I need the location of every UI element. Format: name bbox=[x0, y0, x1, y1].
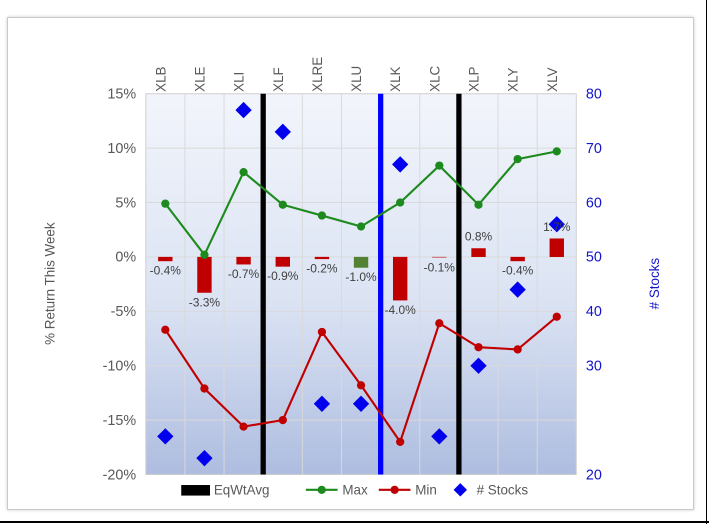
svg-text:10%: 10% bbox=[107, 141, 136, 157]
svg-text:-4.0%: -4.0% bbox=[385, 303, 417, 317]
svg-text:Min: Min bbox=[415, 483, 437, 498]
svg-text:XLE: XLE bbox=[192, 66, 207, 91]
svg-text:XLF: XLF bbox=[271, 67, 286, 92]
svg-text:XLRE: XLRE bbox=[310, 57, 325, 92]
svg-text:XLY: XLY bbox=[506, 67, 521, 91]
svg-text:15%: 15% bbox=[107, 87, 136, 103]
svg-text:80: 80 bbox=[586, 87, 602, 103]
svg-text:% Return This Week: % Return This Week bbox=[43, 222, 58, 345]
svg-text:1.7%: 1.7% bbox=[543, 220, 571, 234]
svg-text:XLI: XLI bbox=[232, 72, 247, 92]
svg-text:5%: 5% bbox=[115, 195, 136, 211]
svg-text:XLV: XLV bbox=[545, 67, 560, 91]
svg-text:# Stocks: # Stocks bbox=[477, 483, 529, 498]
svg-text:-0.1%: -0.1% bbox=[424, 260, 456, 274]
svg-text:-10%: -10% bbox=[103, 359, 137, 375]
svg-text:50: 50 bbox=[586, 250, 602, 266]
svg-text:30: 30 bbox=[586, 359, 602, 375]
svg-text:-0.2%: -0.2% bbox=[306, 262, 338, 276]
svg-text:60: 60 bbox=[586, 195, 602, 211]
svg-text:-3.3%: -3.3% bbox=[189, 295, 221, 309]
svg-text:0%: 0% bbox=[115, 250, 136, 266]
svg-text:-0.4%: -0.4% bbox=[502, 264, 534, 278]
svg-text:XLU: XLU bbox=[349, 66, 364, 92]
svg-text:-0.9%: -0.9% bbox=[267, 269, 299, 283]
svg-text:-1.0%: -1.0% bbox=[345, 270, 377, 284]
svg-text:0.8%: 0.8% bbox=[465, 230, 493, 244]
svg-text:XLK: XLK bbox=[388, 66, 403, 91]
svg-text:XLP: XLP bbox=[467, 66, 482, 91]
svg-text:XLC: XLC bbox=[427, 65, 442, 91]
svg-text:20: 20 bbox=[586, 467, 602, 483]
svg-text:XLB: XLB bbox=[153, 66, 168, 91]
svg-text:EqWtAvg: EqWtAvg bbox=[214, 483, 270, 498]
svg-text:-15%: -15% bbox=[103, 413, 137, 429]
svg-text:-5%: -5% bbox=[111, 304, 137, 320]
svg-text:Max: Max bbox=[342, 483, 368, 498]
svg-text:# Stocks: # Stocks bbox=[647, 258, 662, 310]
svg-text:-0.4%: -0.4% bbox=[150, 264, 182, 278]
svg-text:70: 70 bbox=[586, 141, 602, 157]
svg-text:-0.7%: -0.7% bbox=[228, 267, 260, 281]
svg-text:40: 40 bbox=[586, 304, 602, 320]
svg-text:-20%: -20% bbox=[103, 467, 137, 483]
